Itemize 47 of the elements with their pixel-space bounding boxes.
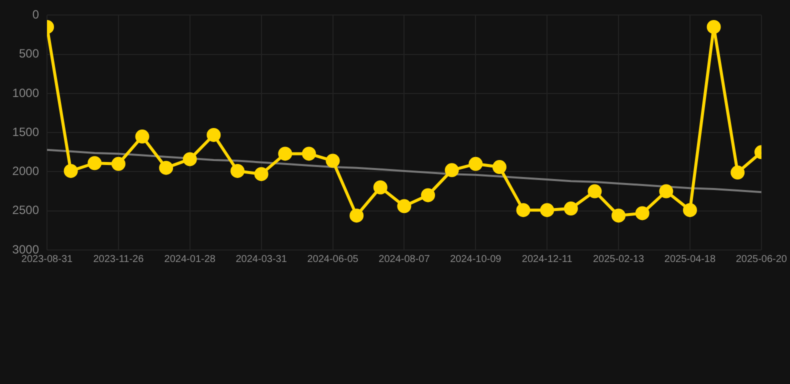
point (468, 156, 483, 171)
point (706, 20, 721, 34)
x-tick-label: 2025-06-20 (736, 254, 788, 265)
x-tick-label: 2024-06-05 (307, 254, 359, 265)
y-tick-label: 3000 (12, 242, 40, 256)
point (206, 128, 221, 142)
point (516, 203, 530, 218)
point (254, 167, 268, 182)
point (444, 163, 459, 178)
point (182, 152, 197, 166)
x-tick-label: 2024-12-11 (522, 254, 573, 265)
x-tick-label: 2024-08-07 (378, 254, 430, 265)
x-tick-label: 2024-03-31 (236, 254, 288, 265)
x-tick-label: 2023-08-31 (21, 254, 74, 265)
y-tick-label: 2000 (12, 164, 40, 178)
point (278, 146, 292, 161)
point (111, 156, 126, 171)
point (730, 166, 745, 180)
point (421, 188, 436, 202)
y-tick-label: 0 (32, 8, 40, 22)
y-tick-label: 1500 (12, 124, 40, 139)
point (540, 203, 554, 218)
x-tick-label: 2024-10-09 (450, 254, 502, 265)
point (159, 160, 174, 175)
point (88, 156, 102, 170)
x-tick-label: 2023-11-26 (93, 254, 144, 265)
y-tick-label: 1000 (12, 86, 40, 100)
point (612, 208, 626, 223)
point (492, 160, 506, 174)
point (326, 154, 340, 168)
point (659, 184, 674, 198)
x-tick-label: 2025-04-18 (664, 254, 716, 265)
point (230, 164, 245, 178)
point (564, 202, 578, 216)
point (302, 146, 316, 161)
y-tick-label: 500 (18, 46, 40, 61)
y-tick-label: 2500 (12, 203, 40, 218)
x-tick-label: 2024-01-28 (164, 254, 216, 265)
point (682, 203, 697, 218)
x-tick-label: 2025-02-13 (592, 254, 645, 265)
point (373, 180, 388, 194)
point (397, 199, 412, 214)
point (135, 130, 150, 144)
point (635, 206, 650, 220)
point (64, 164, 78, 178)
point (350, 208, 364, 223)
point (588, 184, 602, 198)
